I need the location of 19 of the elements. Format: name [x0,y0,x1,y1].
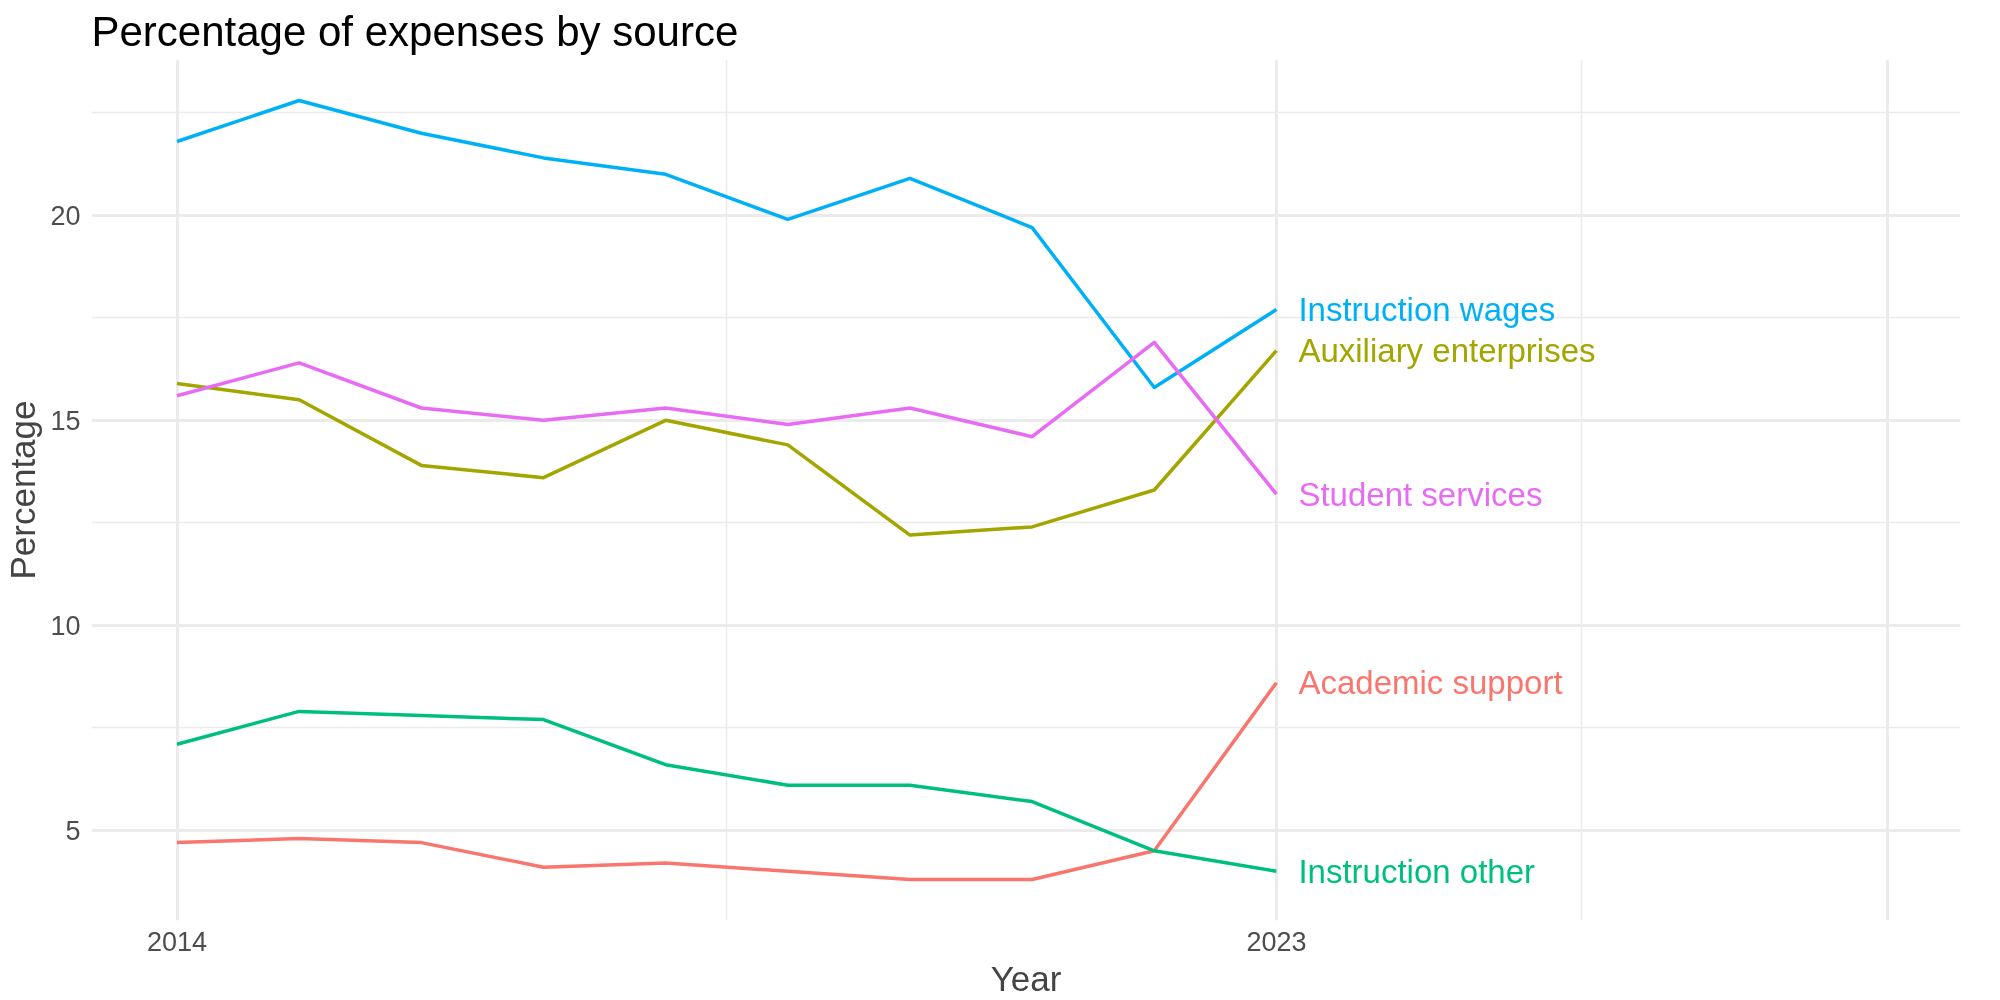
x-tick-label: 2014 [146,926,208,957]
series-label: Instruction wages [1298,291,1556,329]
y-tick-label: 10 [50,610,81,641]
y-tick-label: 15 [50,405,81,436]
line-series [175,340,1279,496]
line-series [175,348,1279,537]
line-series [175,98,1279,390]
y-axis-title: Percentage [3,400,43,580]
x-axis-title: Year [990,958,1062,998]
series-label: Instruction other [1298,852,1536,890]
x-tick-label: 2023 [1246,926,1307,957]
chart-title: Percentage of expenses by source [91,7,739,55]
line-series [175,680,1279,882]
series-label: Student services [1298,475,1543,513]
series-label: Auxiliary enterprises [1298,332,1596,370]
line-series [175,709,1279,874]
series-label: Academic support [1298,664,1563,702]
y-tick-label: 20 [50,200,81,231]
y-tick-label: 5 [65,815,81,846]
